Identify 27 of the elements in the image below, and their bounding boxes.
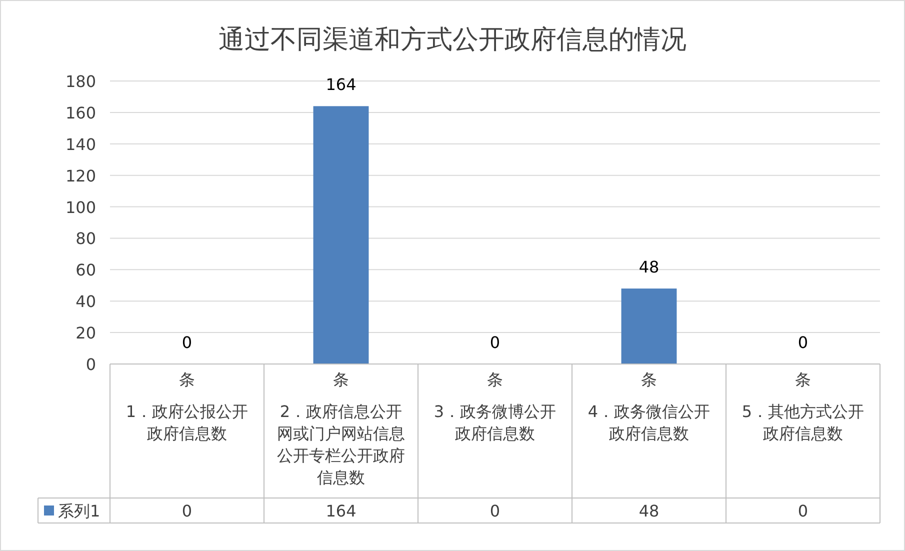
y-tick-label: 40 — [76, 292, 96, 312]
x-tick-label: 条 3．政务微博公开政府信息数 — [434, 370, 556, 443]
chart-title: 通过不同渠道和方式公开政府信息的情况 — [218, 25, 686, 55]
y-tick-label: 160 — [65, 103, 96, 122]
y-tick-label: 100 — [65, 198, 96, 217]
data-label: 164 — [326, 502, 356, 520]
y-tick-label: 20 — [76, 324, 96, 343]
text: 0 — [798, 333, 808, 352]
y-tick-label: 120 — [65, 166, 96, 186]
text: 164 — [326, 75, 356, 94]
x-tick-label: 条 5．其他方式公开政府信息数 — [742, 370, 864, 443]
legend-label: 系列1 — [58, 502, 100, 520]
data-label: 48 — [638, 502, 660, 520]
text: 48 — [638, 258, 660, 277]
x-tick-label: 条 1．政府公报公开政府信息数 — [126, 370, 248, 443]
data-label: 0 — [182, 502, 192, 520]
y-tick-label: 80 — [76, 229, 96, 248]
y-tick-label: 180 — [65, 72, 96, 91]
x-tick-label: 条 4．政务微信公开政府信息数 — [588, 370, 710, 443]
text: 0 — [182, 333, 192, 352]
data-label: 0 — [490, 502, 500, 520]
y-tick-label: 60 — [76, 260, 96, 280]
y-tick-label: 0 — [86, 355, 96, 374]
x-tick-label: 条 2．政府信息公开网或门户网站信息公开专栏公开政府信息数 — [277, 370, 405, 487]
text: 0 — [490, 333, 500, 352]
y-tick-label: 140 — [65, 134, 96, 154]
data-label: 0 — [798, 502, 808, 520]
